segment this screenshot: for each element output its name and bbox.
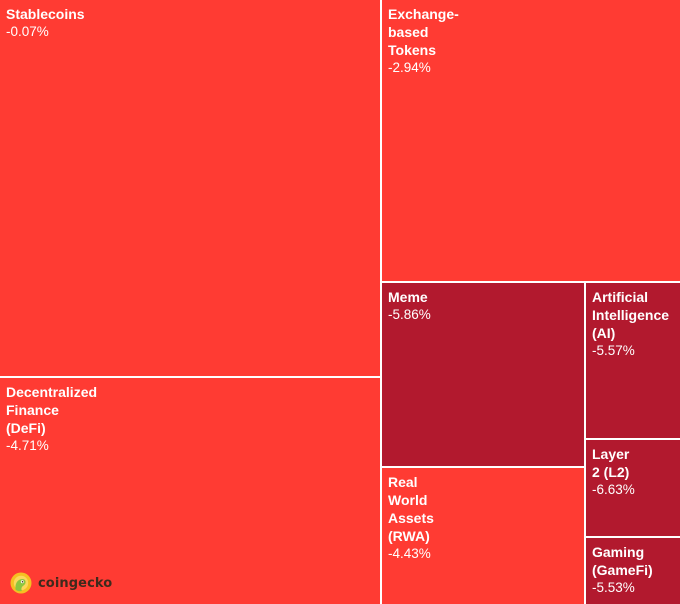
- tile-label: Layer 2 (L2) -6.63%: [592, 446, 635, 497]
- tile-label: Decentralized Finance (DeFi) -4.71%: [6, 384, 98, 453]
- tile-change-percent: -2.94%: [388, 60, 431, 75]
- tile-label: Artificial Intelligence (AI) -5.57%: [592, 289, 670, 358]
- treemap-tile-meme[interactable]: Meme -5.86%: [382, 283, 584, 466]
- treemap-tile-rwa[interactable]: Real World Assets (RWA) -4.43%: [382, 468, 584, 604]
- tile-label: Stablecoins -0.07%: [6, 6, 85, 39]
- gecko-logo-icon: [10, 572, 32, 594]
- coingecko-brand: coingecko: [10, 572, 112, 594]
- treemap-tile-ai[interactable]: Artificial Intelligence (AI) -5.57%: [586, 283, 680, 438]
- treemap-tile-layer-2[interactable]: Layer 2 (L2) -6.63%: [586, 440, 680, 536]
- tile-change-percent: -4.43%: [388, 546, 431, 561]
- tile-label: Meme -5.86%: [388, 289, 431, 322]
- treemap-tile-stablecoins[interactable]: Stablecoins -0.07%: [0, 0, 380, 376]
- tile-label: Exchange- based Tokens -2.94%: [388, 6, 459, 75]
- tile-change-percent: -6.63%: [592, 482, 635, 497]
- tile-change-percent: -5.53%: [592, 580, 635, 595]
- tile-label: Real World Assets (RWA) -4.43%: [388, 474, 434, 561]
- treemap-tile-gaming[interactable]: Gaming (GameFi) -5.53%: [586, 538, 680, 604]
- tile-change-percent: -5.86%: [388, 307, 431, 322]
- tile-change-percent: -0.07%: [6, 24, 49, 39]
- tile-label: Gaming (GameFi) -5.53%: [592, 544, 653, 595]
- treemap-tile-defi[interactable]: Decentralized Finance (DeFi) -4.71%: [0, 378, 380, 604]
- brand-name: coingecko: [38, 575, 113, 591]
- tile-change-percent: -4.71%: [6, 438, 49, 453]
- tile-change-percent: -5.57%: [592, 343, 635, 358]
- treemap-tile-exchange-based-tokens[interactable]: Exchange- based Tokens -2.94%: [382, 0, 680, 281]
